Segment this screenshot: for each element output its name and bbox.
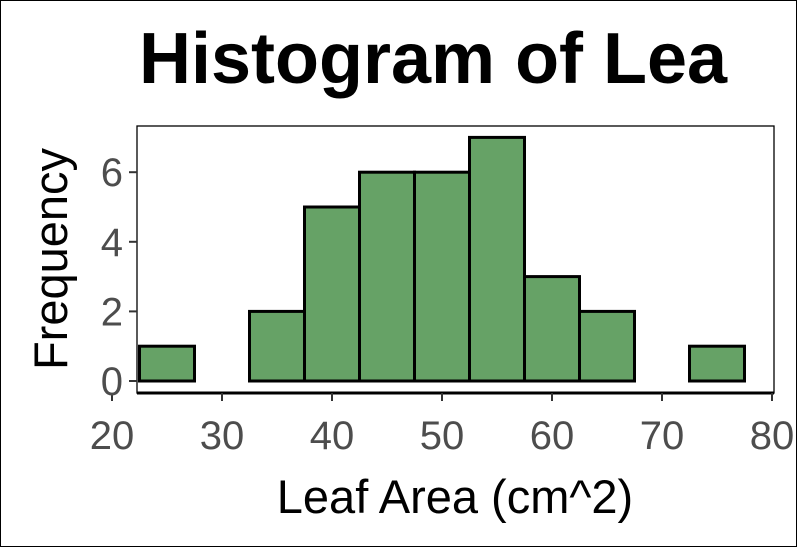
- x-ticks-group: 20 30 40 50 60 70 80: [90, 393, 795, 458]
- bars-group: [138, 135, 746, 383]
- x-tick-label: 20: [90, 414, 135, 458]
- y-tick-label: 2: [101, 290, 123, 334]
- histogram-bar: [578, 309, 636, 383]
- x-tick-label: 40: [310, 414, 355, 458]
- x-tick-label: 70: [640, 414, 685, 458]
- x-tick-label: 80: [750, 414, 795, 458]
- y-tick-label: 6: [101, 151, 123, 195]
- y-tick-label: 4: [101, 221, 123, 265]
- histogram-bar: [248, 309, 306, 383]
- x-tick-label: 30: [200, 414, 245, 458]
- histogram-bar: [523, 275, 581, 383]
- y-tick-label: 0: [101, 360, 123, 404]
- histogram-bar: [138, 344, 196, 383]
- y-axis-title: Frequency: [24, 147, 77, 370]
- x-axis-title: Leaf Area (cm^2): [277, 470, 633, 523]
- chart-title: Histogram of Lea: [139, 19, 728, 99]
- histogram-bar: [468, 135, 526, 383]
- histogram-bar: [688, 344, 746, 383]
- histogram-bar: [303, 205, 361, 383]
- x-tick-label: 60: [530, 414, 575, 458]
- y-ticks-group: 0 2 4 6: [101, 151, 137, 404]
- x-tick-label: 50: [420, 414, 465, 458]
- histogram-bar: [358, 170, 416, 383]
- histogram-bar: [413, 170, 471, 383]
